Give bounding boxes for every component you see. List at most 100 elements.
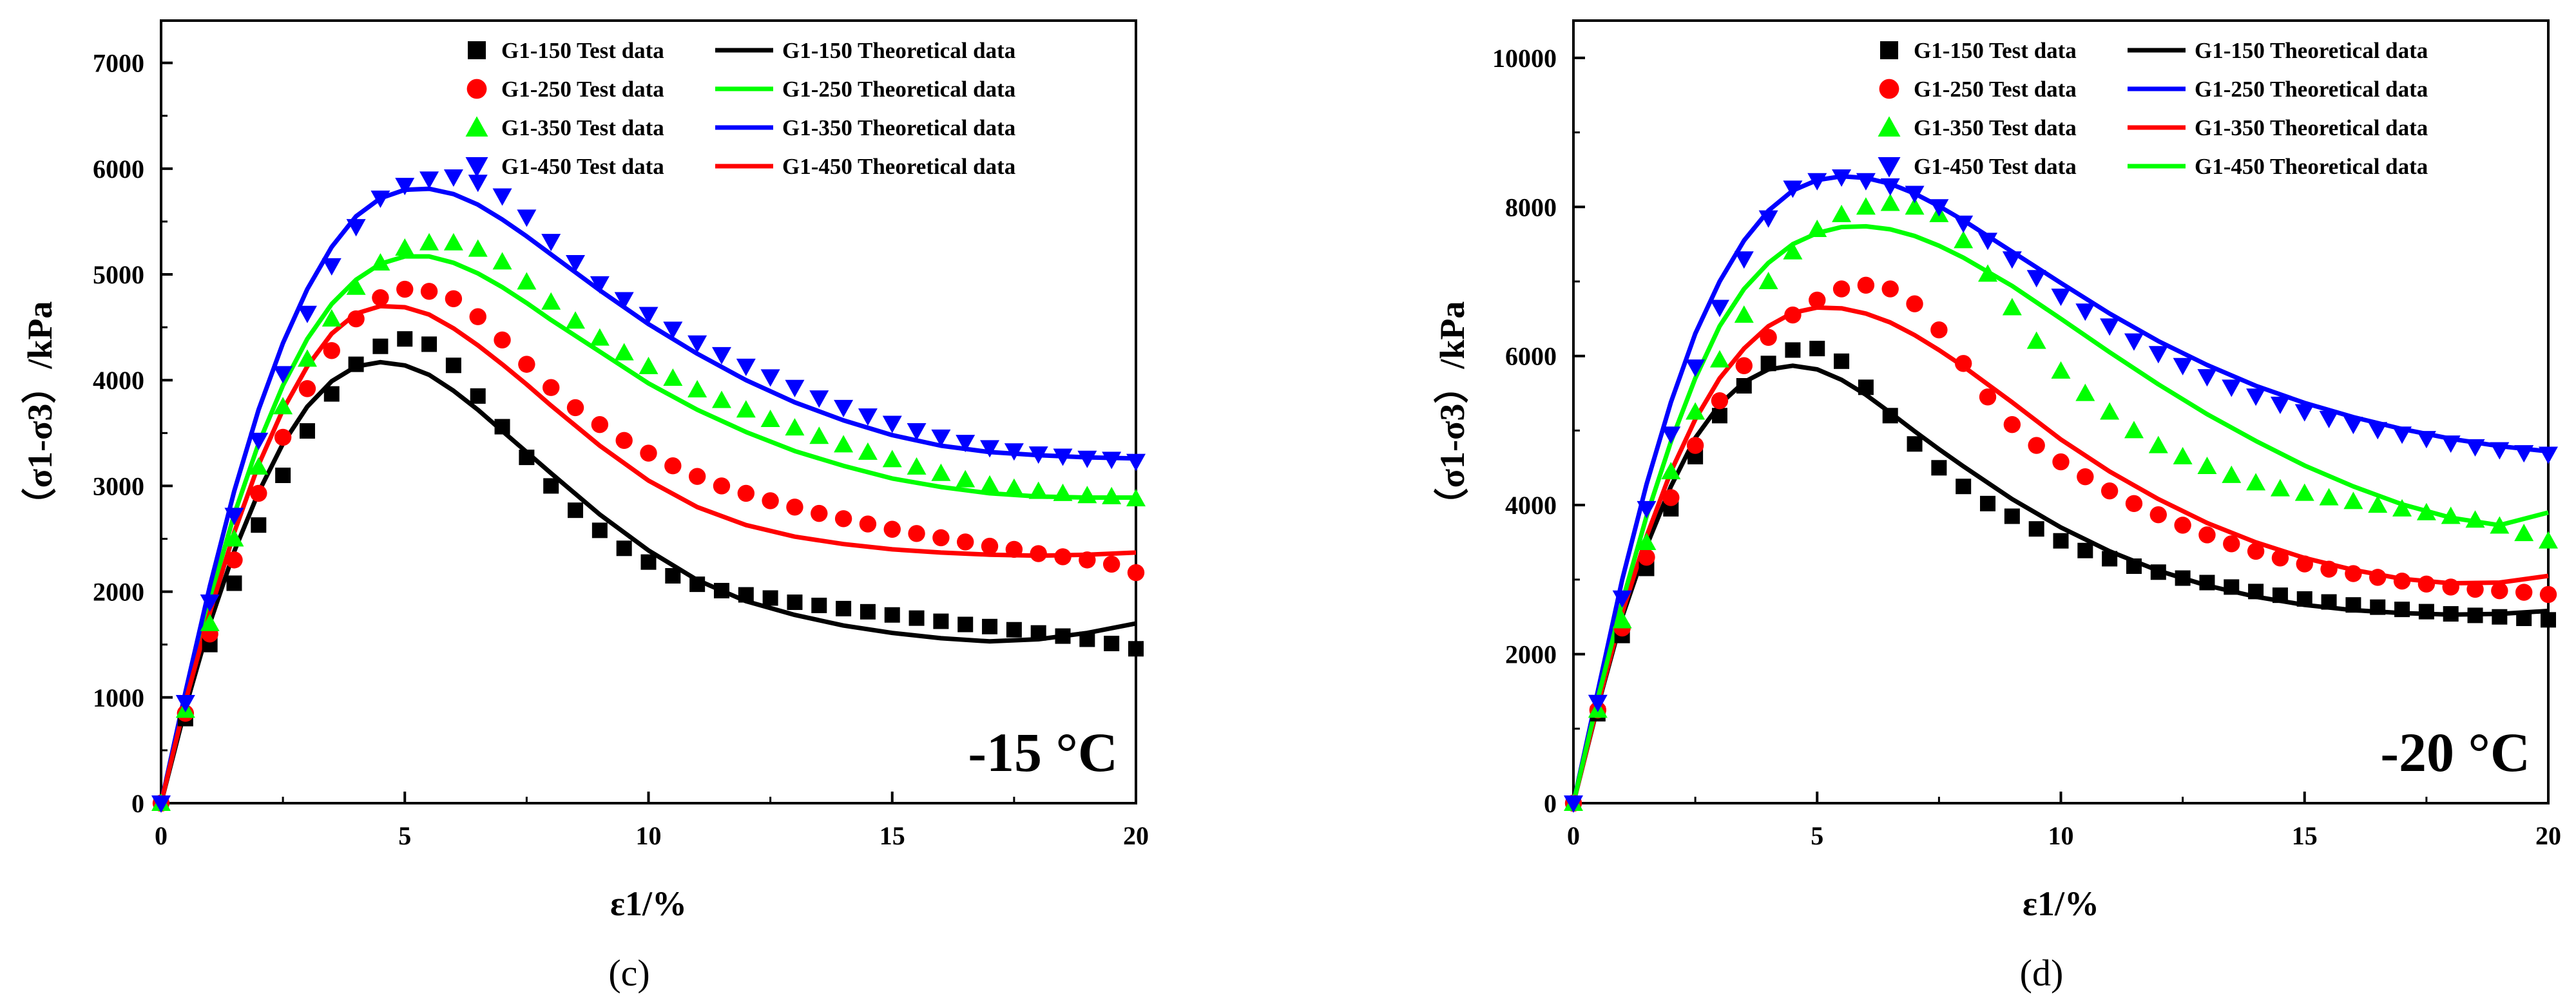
y-tick-label: 6000 (1505, 342, 1557, 371)
data-point-g1-250-test-data (2174, 517, 2191, 534)
data-point-g1-350-test-data (736, 400, 756, 418)
data-point-g1-350-test-data (517, 272, 537, 290)
data-point-g1-250-test-data (420, 283, 438, 300)
data-point-g1-450-test-data (980, 440, 1000, 458)
legend-marker-g1-250-test-data (466, 79, 487, 99)
legend-label: G1-350 Test data (501, 115, 664, 140)
data-point-g1-150-test-data (1858, 379, 1874, 395)
data-point-g1-350-test-data (1880, 193, 1900, 211)
data-point-g1-350-test-data (1734, 305, 1754, 323)
data-point-g1-450-test-data (2051, 289, 2071, 307)
data-point-g1-450-test-data (1807, 173, 1827, 191)
data-point-g1-350-test-data (2343, 491, 2363, 509)
y-tick-label: 7000 (93, 49, 144, 78)
data-point-g1-150-test-data (2053, 533, 2069, 549)
data-point-g1-450-test-data (2368, 422, 2388, 440)
data-point-g1-450-test-data (2148, 346, 2168, 364)
data-point-g1-450-test-data (2197, 369, 2217, 387)
data-point-g1-250-test-data (1735, 357, 1753, 374)
data-point-g1-250-test-data (1054, 548, 1072, 566)
data-point-g1-250-test-data (1127, 564, 1145, 582)
data-point-g1-150-test-data (884, 607, 900, 623)
data-point-g1-250-test-data (250, 484, 267, 502)
data-point-g1-350-test-data (1856, 197, 1876, 215)
data-point-g1-250-test-data (957, 533, 974, 551)
data-point-g1-150-test-data (1030, 625, 1046, 641)
data-point-g1-350-test-data (590, 328, 610, 346)
data-point-g1-250-test-data (2028, 437, 2045, 454)
data-point-g1-250-test-data (2320, 560, 2338, 578)
data-point-g1-450-test-data (2441, 435, 2461, 453)
data-point-g1-450-test-data (2124, 333, 2144, 351)
data-point-g1-150-test-data (1931, 460, 1947, 476)
data-point-g1-150-test-data (2492, 609, 2508, 625)
x-axis-label: ε1/% (610, 884, 687, 923)
x-tick-label: 15 (879, 821, 905, 850)
data-point-g1-250-test-data (298, 380, 316, 397)
legend-marker-g1-150-test-data (468, 41, 486, 59)
data-point-g1-450-test-data (2343, 417, 2363, 435)
data-point-g1-350-test-data (2026, 331, 2046, 349)
data-point-g1-150-test-data (860, 604, 876, 620)
legend-marker-g1-450-test-data (465, 157, 488, 178)
data-point-g1-250-test-data (543, 379, 560, 396)
legend-marker-g1-150-test-data (1880, 41, 1898, 59)
data-point-g1-250-test-data (2369, 569, 2387, 586)
data-point-g1-450-test-data (2270, 396, 2290, 414)
data-point-g1-150-test-data (445, 357, 461, 374)
data-point-g1-350-test-data (443, 233, 463, 251)
data-point-g1-150-test-data (421, 336, 437, 352)
data-point-g1-150-test-data (2345, 597, 2361, 613)
data-point-g1-250-test-data (1079, 551, 1096, 569)
data-point-g1-150-test-data (1956, 479, 1972, 495)
data-point-g1-450-test-data (419, 171, 439, 189)
data-point-g1-150-test-data (1006, 622, 1022, 638)
data-point-g1-450-test-data (395, 178, 415, 196)
data-point-g1-350-test-data (541, 292, 561, 310)
data-point-g1-450-test-data (736, 358, 756, 376)
data-point-g1-150-test-data (2296, 591, 2312, 607)
data-point-g1-450-test-data (1126, 453, 1146, 471)
legend-label: G1-150 Theoretical data (782, 38, 1015, 63)
y-tick-label: 6000 (93, 155, 144, 184)
data-point-g1-250-test-data (566, 399, 584, 417)
data-point-g1-250-test-data (1662, 489, 1680, 506)
data-point-g1-150-test-data (640, 554, 657, 570)
data-point-g1-450-test-data (322, 258, 341, 276)
data-point-g1-450-test-data (1004, 443, 1024, 461)
data-point-g1-350-test-data (1686, 402, 1706, 420)
data-point-g1-450-test-data (346, 219, 366, 237)
data-point-g1-450-test-data (2075, 303, 2095, 321)
legend-label: G1-250 Test data (501, 77, 664, 102)
data-point-g1-250-test-data (2515, 584, 2533, 601)
data-point-g1-450-test-data (2392, 426, 2412, 444)
data-point-g1-450-test-data (1880, 178, 1900, 196)
data-point-g1-450-test-data (1661, 426, 1681, 444)
data-point-g1-250-test-data (226, 551, 243, 569)
legend-label: G1-350 Test data (1914, 115, 2077, 140)
data-point-g1-350-test-data (1758, 272, 1778, 289)
data-point-g1-150-test-data (1736, 378, 1752, 394)
data-point-g1-350-test-data (785, 418, 805, 436)
y-tick-label: 0 (131, 789, 144, 818)
data-point-g1-250-test-data (762, 492, 779, 509)
data-point-g1-350-test-data (200, 613, 220, 631)
data-point-g1-250-test-data (1857, 276, 1875, 294)
data-point-g1-250-test-data (323, 342, 340, 359)
data-point-g1-350-test-data (1709, 350, 1729, 368)
data-point-g1-450-test-data (2294, 404, 2314, 422)
data-point-g1-350-test-data (1077, 486, 1097, 504)
data-point-g1-350-test-data (760, 409, 780, 427)
y-tick-label: 2000 (93, 578, 144, 607)
data-point-g1-150-test-data (2418, 604, 2434, 620)
data-point-g1-250-test-data (932, 529, 950, 547)
data-point-g1-250-test-data (1005, 540, 1023, 558)
data-point-g1-150-test-data (762, 590, 778, 606)
data-point-g1-450-test-data (1783, 180, 1803, 198)
data-point-g1-250-test-data (713, 477, 731, 495)
data-point-g1-450-test-data (541, 234, 561, 252)
data-point-g1-450-test-data (1856, 173, 1876, 191)
data-point-g1-250-test-data (445, 290, 463, 308)
data-point-g1-350-test-data (1126, 489, 1146, 507)
